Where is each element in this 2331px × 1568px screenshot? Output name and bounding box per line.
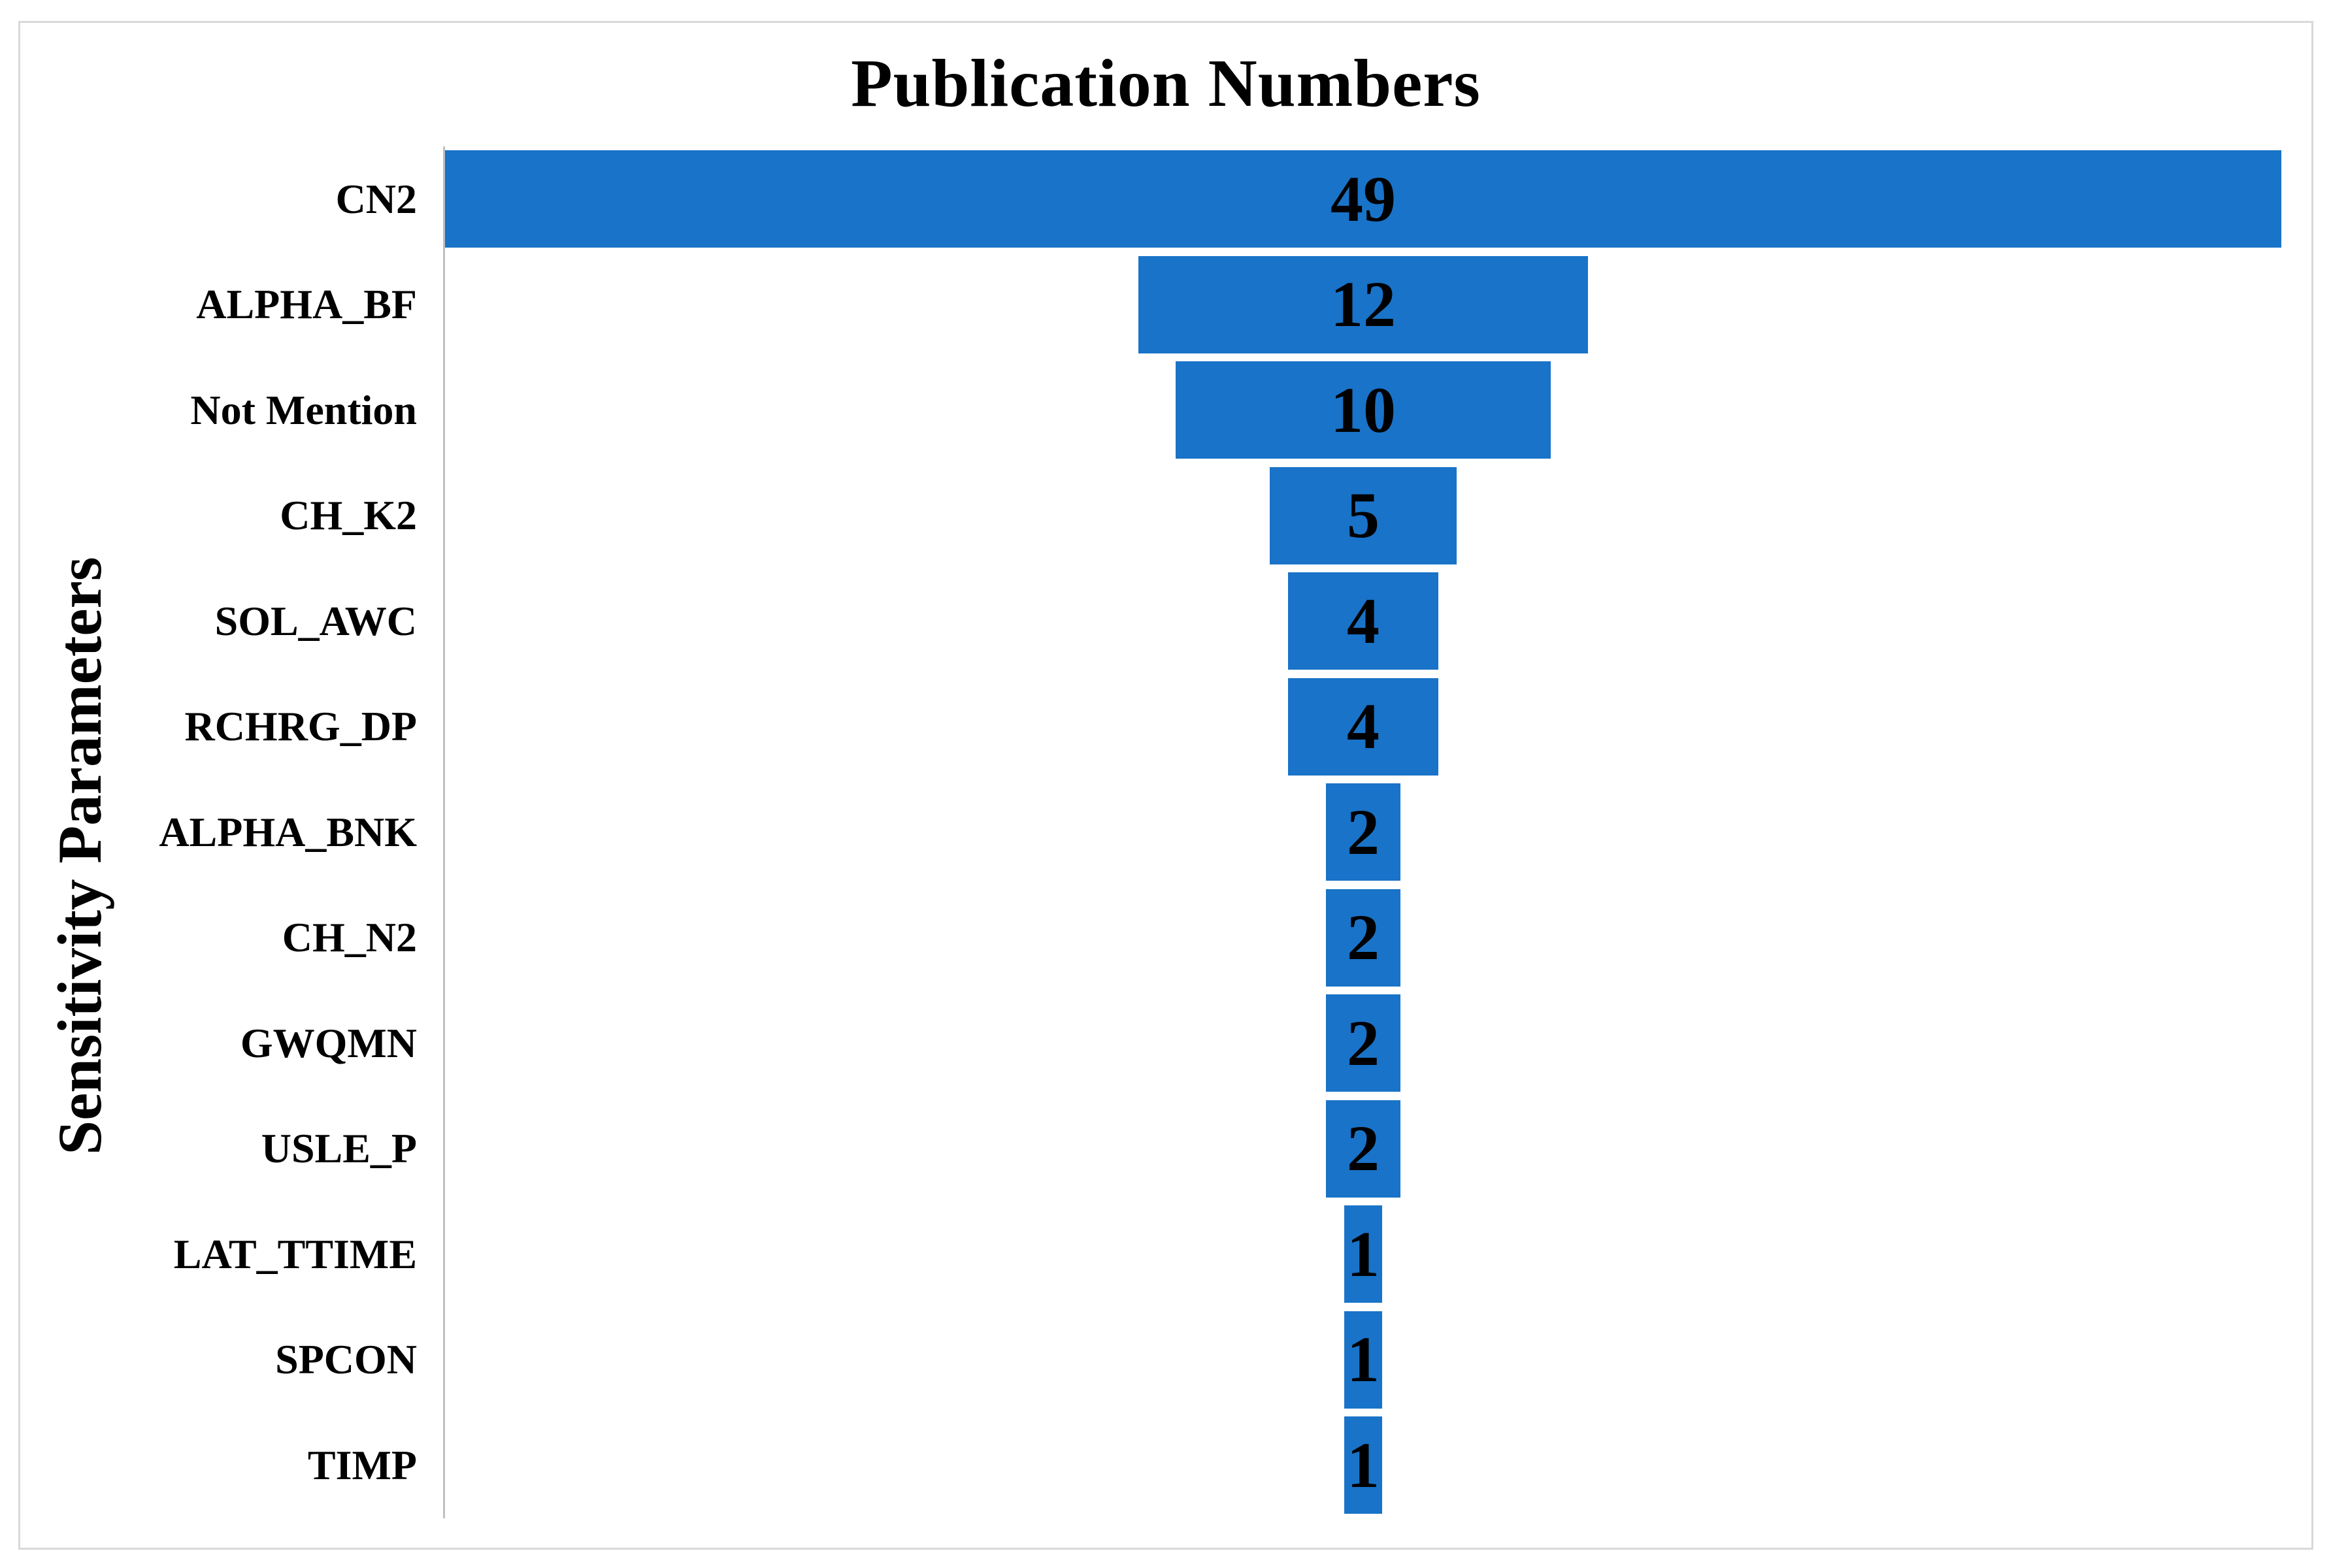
category-label: CN2 xyxy=(335,175,417,222)
bar-CH_N2: 2 xyxy=(1325,889,1401,987)
category-label: LAT_TTIME xyxy=(173,1230,417,1277)
bar-value-label: 1 xyxy=(1346,1323,1380,1396)
bar-value-label: 5 xyxy=(1346,479,1380,552)
chart-title: Publication Numbers xyxy=(851,46,1481,121)
bar-value-label: 10 xyxy=(1330,373,1396,446)
bar-value-label: 2 xyxy=(1346,795,1380,868)
bar-value-label: 12 xyxy=(1330,268,1396,341)
bar-SPCON: 1 xyxy=(1344,1311,1382,1409)
bar-value-label: 4 xyxy=(1346,584,1380,657)
bar-ALPHA_BNK: 2 xyxy=(1325,783,1401,881)
category-label: SOL_AWC xyxy=(214,597,417,644)
plot-area: CN2 49 ALPHA_BF 12 Not Mention 10 CH_K2 5 SOL_AW… xyxy=(159,146,2281,1518)
category-label: ALPHA_BNK xyxy=(159,808,417,855)
bar-value-label: 1 xyxy=(1346,1428,1380,1501)
bar-value-label: 1 xyxy=(1346,1217,1380,1290)
bar-SOL_AWC: 4 xyxy=(1288,572,1438,670)
bar-value-label: 49 xyxy=(1331,162,1396,235)
category-label: CH_K2 xyxy=(280,492,417,539)
bar-value-label: 2 xyxy=(1346,1006,1380,1079)
bar-USLE_P: 2 xyxy=(1325,1100,1401,1198)
bar-ALPHA_BF: 12 xyxy=(1138,255,1589,353)
category-label: TIMP xyxy=(307,1441,417,1488)
bar-CH_K2: 5 xyxy=(1269,466,1457,564)
category-label: USLE_P xyxy=(261,1125,417,1172)
bar-GWQMN: 2 xyxy=(1325,994,1401,1092)
category-label: RCHRG_DP xyxy=(184,703,417,750)
bar-TIMP: 1 xyxy=(1344,1416,1382,1514)
bar-value-label: 2 xyxy=(1346,1112,1380,1185)
category-label: CH_N2 xyxy=(282,914,417,961)
bar-value-label: 4 xyxy=(1346,690,1380,763)
bar-CN2: 49 xyxy=(445,150,2281,248)
category-label: GWQMN xyxy=(240,1019,417,1066)
y-axis-line xyxy=(443,146,445,1518)
category-label: Not Mention xyxy=(190,386,417,433)
bar-RCHRG_DP: 4 xyxy=(1288,678,1438,776)
bar-Not Mention: 10 xyxy=(1176,361,1551,459)
category-label: ALPHA_BF xyxy=(196,281,417,328)
bar-value-label: 2 xyxy=(1346,901,1380,974)
bar-LAT_TTIME: 1 xyxy=(1344,1205,1382,1303)
category-label: SPCON xyxy=(275,1336,417,1383)
